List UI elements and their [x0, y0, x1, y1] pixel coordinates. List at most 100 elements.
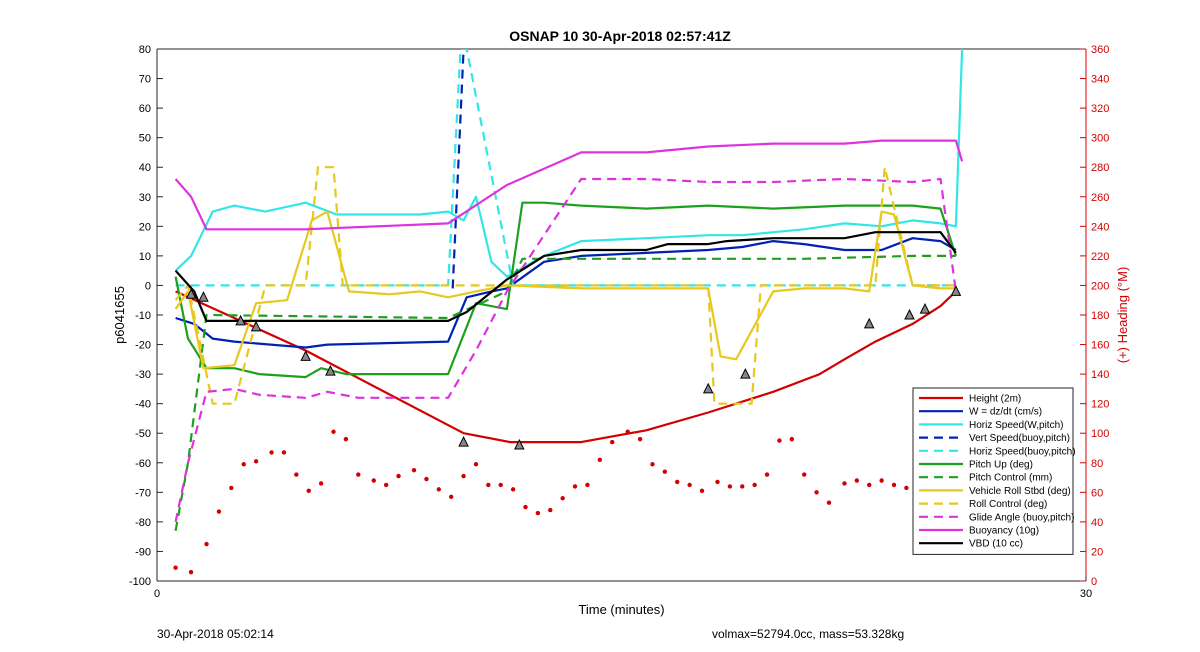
legend-label: W = dz/dt (cm/s): [969, 407, 1042, 418]
y-tick-label: -60: [135, 458, 151, 470]
heading-point: [802, 472, 807, 477]
y2-tick-label: 100: [1091, 428, 1109, 440]
y2-tick-label: 160: [1091, 340, 1109, 352]
height-marker: [904, 308, 915, 320]
y2-tick-label: 360: [1091, 44, 1109, 56]
heading-point: [826, 500, 832, 505]
y-axis-label: p6041655: [112, 286, 127, 344]
heading-point: [216, 509, 222, 514]
height-marker: [514, 438, 525, 450]
series-11-line: [174, 231, 957, 322]
y2-tick-label: 40: [1091, 517, 1103, 529]
heading-point: [879, 478, 884, 483]
x-tick-label: 0: [154, 588, 160, 600]
legend-box: [912, 387, 1074, 555]
y-tick-label: -20: [135, 340, 151, 352]
height-marker: [950, 285, 962, 296]
heading-point: [229, 485, 234, 491]
heading-point: [331, 429, 336, 434]
series-12-points: [173, 429, 959, 575]
heading-point: [675, 479, 680, 485]
heading-point: [842, 481, 847, 486]
y2-tick-label: 200: [1091, 280, 1109, 292]
heading-point: [241, 462, 246, 467]
legend-label: Glide Angle (buoy,pitch): [969, 512, 1074, 523]
legend-label: Pitch Up (deg): [969, 460, 1033, 471]
heading-point: [486, 482, 491, 488]
y-tick-label: 50: [139, 133, 151, 145]
heading-point: [473, 462, 479, 467]
y2-tick-label: 120: [1091, 399, 1109, 411]
legend-label: Vert Speed(buoy,pitch): [969, 433, 1070, 444]
height-marker: [300, 350, 311, 361]
legend-label: Horiz Speed(buoy,pitch): [969, 446, 1076, 457]
y2-tick-label: 340: [1091, 74, 1109, 86]
heading-point: [854, 478, 860, 483]
y2-tick-label: 0: [1091, 576, 1097, 588]
heading-point: [597, 457, 603, 463]
heading-point: [687, 482, 692, 488]
heading-point: [789, 436, 795, 442]
heading-point: [777, 438, 782, 443]
height-marker: [740, 367, 751, 379]
heading-point: [610, 439, 615, 445]
series-0-line: [175, 290, 957, 444]
heading-point: [867, 482, 872, 488]
y-tick-label: 0: [145, 280, 151, 292]
height-marker: [863, 317, 875, 329]
y2-tick-label: 260: [1091, 192, 1109, 204]
legend-label: Roll Control (deg): [969, 499, 1047, 510]
heading-point: [625, 429, 630, 434]
y-tick-label: -30: [135, 369, 151, 381]
heading-point: [306, 488, 311, 494]
heading-point: [383, 482, 389, 488]
heading-point: [411, 467, 417, 473]
heading-point: [448, 494, 454, 499]
heading-point: [436, 487, 441, 492]
legend-label: Buoyancy (10g): [969, 526, 1039, 537]
heading-point: [699, 488, 705, 494]
heading-point: [662, 469, 668, 474]
y2-tick-label: 240: [1091, 221, 1109, 233]
y-tick-label: -70: [135, 487, 151, 499]
heading-point: [904, 485, 909, 491]
height-marker: [198, 291, 209, 302]
y-tick-label: -10: [135, 310, 151, 322]
legend-label: Vehicle Roll Stbd (deg): [969, 486, 1071, 497]
heading-point: [572, 484, 578, 489]
heading-point: [173, 565, 178, 570]
footer-date: 30-Apr-2018 05:02:14: [157, 627, 274, 641]
y-tick-label: 80: [139, 44, 151, 56]
heading-point: [269, 450, 274, 455]
footer-info: volmax=52794.0cc, mass=53.328kg: [712, 627, 905, 641]
series-8-line: [174, 166, 956, 405]
heading-point: [253, 459, 259, 464]
series-7-line: [174, 210, 956, 370]
height-marker: [185, 288, 197, 299]
heading-point: [498, 482, 503, 488]
y2-tick-label: 320: [1091, 103, 1109, 115]
heading-point: [523, 504, 528, 510]
heading-point: [318, 481, 324, 486]
heading-point: [715, 479, 720, 485]
height-marker: [250, 320, 262, 332]
y2-tick-label: 20: [1091, 546, 1103, 558]
y-tick-label: 60: [139, 103, 151, 115]
y2-tick-label: 220: [1091, 251, 1109, 263]
height-marker: [325, 365, 336, 376]
heading-point: [727, 484, 733, 489]
y-tick-label: -50: [135, 428, 151, 440]
heading-point: [650, 462, 655, 467]
heading-point: [371, 478, 376, 483]
y-tick-label: -100: [129, 576, 151, 588]
heading-point: [424, 476, 429, 482]
heading-point: [752, 482, 757, 488]
y-tick-label: -80: [135, 517, 151, 529]
heading-point: [356, 472, 361, 477]
y2-tick-label: 140: [1091, 369, 1109, 381]
y-tick-label: 40: [139, 162, 151, 174]
heading-point: [188, 569, 194, 575]
height-marker: [235, 314, 246, 326]
series-3-line: [451, 49, 465, 289]
